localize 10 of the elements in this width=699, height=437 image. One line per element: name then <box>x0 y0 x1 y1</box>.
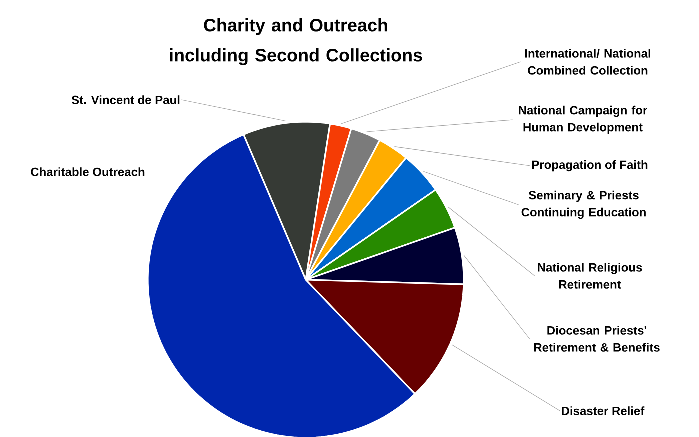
slice-label: Disaster Relief <box>562 406 645 416</box>
chart-title: Charity and Outreach including Second Collections <box>170 18 422 66</box>
slice-label: Propagation of Faith <box>532 160 648 172</box>
slice-label: National Religious Retirement <box>538 263 642 289</box>
slice-label: Seminary & Priests Continuing Education <box>522 190 646 220</box>
slice-label: Diocesan Priests' Retirement & Benefits <box>534 326 660 352</box>
slice-label: International/ National Combined Collection <box>525 49 650 75</box>
slice-label: St. Vincent de Paul <box>72 96 180 104</box>
slice-label: Charitable Outreach <box>31 168 145 176</box>
slice-label: National Campaign for Human Development <box>519 106 648 134</box>
